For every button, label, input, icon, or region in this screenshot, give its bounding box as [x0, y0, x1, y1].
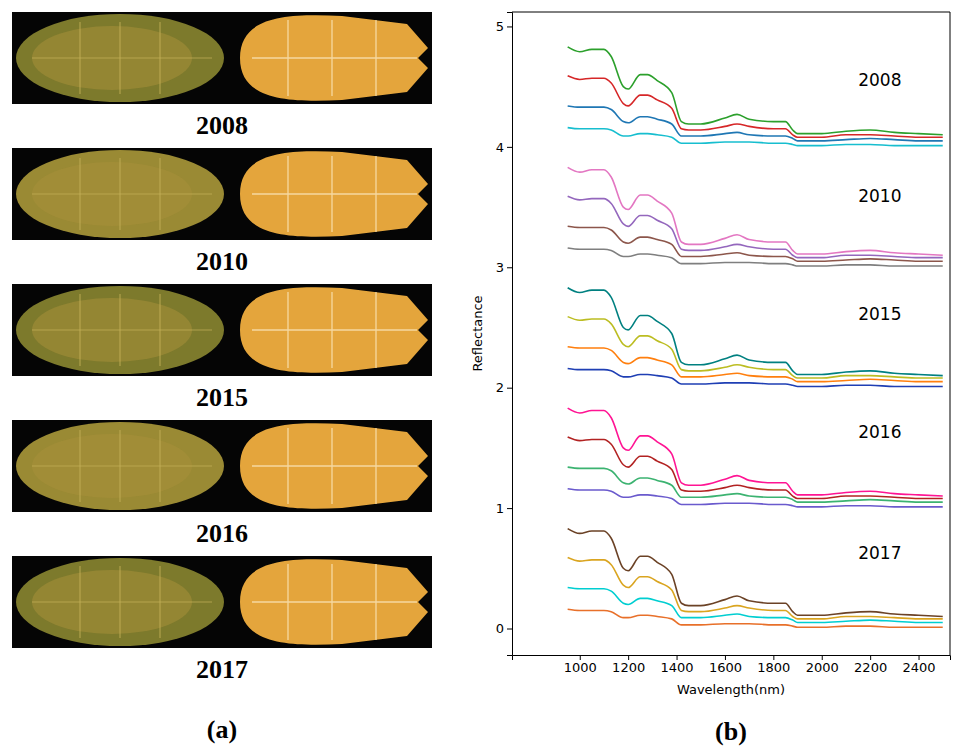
y-tick: 4: [496, 140, 512, 155]
photo-row: 2017: [12, 556, 432, 684]
y-tick-label: 4: [496, 140, 504, 155]
y-tick: 2: [496, 380, 512, 395]
photo-background: [12, 420, 432, 512]
spectrum-line: [568, 609, 943, 627]
photo-row: 2010: [12, 148, 432, 276]
spectrum-line: [568, 128, 943, 146]
spectrum-line: [568, 557, 943, 618]
plastron: [240, 559, 428, 644]
photo-background: [12, 12, 432, 104]
y-tick: 5: [496, 19, 512, 34]
frame: [512, 12, 950, 13]
carapace: [16, 150, 224, 238]
carapace: [16, 422, 224, 510]
x-tick-label: 2400: [902, 660, 935, 675]
y-tick-label: 0: [496, 621, 504, 636]
x-tick: 2200: [854, 655, 887, 675]
scute-line: [32, 57, 212, 58]
x-tick-label: 1000: [564, 660, 597, 675]
scute-line: [32, 465, 212, 466]
spectrum-line: [568, 317, 943, 378]
plastron-line: [252, 193, 417, 194]
year-annotation: 2015: [858, 304, 901, 324]
y-tick: 0: [496, 621, 512, 636]
plastron-line: [252, 601, 417, 602]
x-tick-label: 2200: [854, 660, 887, 675]
photo-year: 2017: [196, 655, 248, 684]
photo-background: [12, 556, 432, 648]
y-tick-mark: [507, 26, 512, 27]
x-tick-label: 1600: [709, 660, 742, 675]
spectrum-line: [568, 368, 943, 386]
spectrum-line: [568, 248, 943, 266]
y-tick-label: 1: [496, 501, 504, 516]
plastron: [240, 151, 428, 236]
x-tick: 1000: [564, 655, 597, 675]
year-annotation: 2010: [858, 186, 901, 206]
y-tick-label: 3: [496, 260, 504, 275]
plastron: [240, 287, 428, 372]
x-tick-label: 2000: [806, 660, 839, 675]
plastron-line: [252, 329, 417, 330]
frame: [950, 12, 951, 655]
carapace: [16, 558, 224, 646]
plastron: [240, 423, 428, 508]
panel-label: (a): [207, 715, 237, 744]
year-annotation: 2008: [858, 70, 901, 90]
photo-row: 2008: [12, 12, 432, 140]
y-tick: 3: [496, 260, 512, 275]
year-annotation: 2016: [858, 422, 901, 442]
x-tick: 2000: [806, 655, 839, 675]
panel-label: (b): [715, 717, 747, 746]
photo-panel: 2008 2010 2015 2016 2017 (a): [12, 12, 432, 744]
plastron: [240, 15, 428, 100]
scute-line: [32, 329, 212, 330]
x-tick-label: 1800: [757, 660, 790, 675]
y-tick: 1: [496, 501, 512, 516]
plastron-line: [252, 57, 417, 58]
y-tick-mark: [507, 388, 512, 389]
scute-line: [32, 193, 212, 194]
y-tick-mark: [507, 147, 512, 148]
lines: [568, 47, 943, 627]
year-annotation: 2017: [858, 543, 901, 563]
photo-background: [12, 148, 432, 240]
y-tick-label: 5: [496, 19, 504, 34]
x-tick: 1400: [661, 655, 694, 675]
carapace: [16, 14, 224, 102]
photo-year: 2010: [196, 247, 248, 276]
photo-year: 2016: [196, 519, 248, 548]
y-axis: 0 1 2 3 4 5: [496, 13, 513, 656]
photo-year: 2008: [196, 111, 248, 140]
y-axis-title: Reflectance: [470, 295, 485, 371]
spectrum-line: [568, 489, 943, 507]
figure: 20082010201520162017(a)10001200140016001…: [0, 0, 958, 749]
photo-row: 2016: [12, 420, 432, 548]
x-tick: 2400: [902, 655, 935, 675]
photo-background: [12, 284, 432, 376]
x-tick-label: 1400: [661, 660, 694, 675]
x-tick: 1800: [757, 655, 790, 675]
plastron-line: [252, 465, 417, 466]
x-tick-label: 1200: [612, 660, 645, 675]
y-tick-mark: [507, 508, 512, 509]
chart: 1000 1200 1400 1600 1800 2000 2200 2400 0 1 2 3 4 5 Wa…: [470, 12, 951, 746]
y-tick-label: 2: [496, 380, 504, 395]
y-tick-mark: [507, 629, 512, 630]
x-axis: 1000 1200 1400 1600 1800 2000 2200 2400: [513, 655, 951, 675]
x-axis-title: Wavelength(nm): [677, 682, 785, 697]
y-axis-line: [507, 13, 513, 656]
photo-year: 2015: [196, 383, 248, 412]
spectrum-line: [568, 437, 943, 498]
x-tick: 1600: [709, 655, 742, 675]
y-tick-mark: [507, 267, 512, 268]
carapace: [16, 286, 224, 374]
scute-line: [32, 601, 212, 602]
photo-row: 2015: [12, 284, 432, 412]
x-tick: 1200: [612, 655, 645, 675]
